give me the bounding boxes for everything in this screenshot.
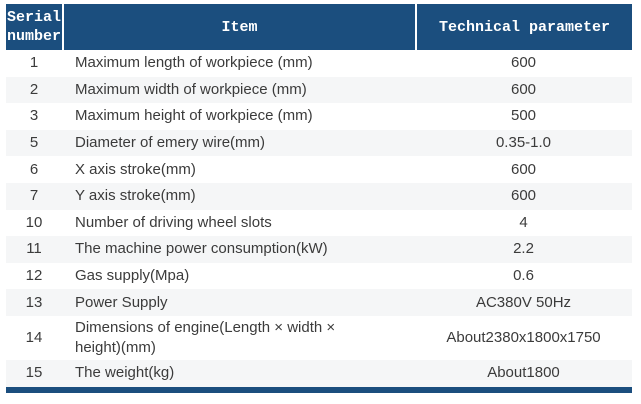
serial-cell: 5 — [29, 134, 39, 152]
table-row: 3 Maximum height of workpiece (mm) 500 — [6, 103, 632, 130]
param-cell: 600 — [510, 54, 537, 72]
item-cell: Maximum width of workpiece (mm) — [75, 80, 307, 98]
item-cell: Dimensions of engine(Length × width × he… — [75, 318, 336, 356]
param-cell: About2380x1800x1750 — [446, 328, 601, 346]
table-row: 12 Gas supply(Mpa) 0.6 — [6, 262, 632, 290]
table-row: 13 Power Supply AC380V 50Hz — [6, 289, 632, 316]
param-cell: 600 — [510, 160, 537, 178]
param-cell: 4 — [519, 213, 528, 231]
serial-cell: 12 — [25, 267, 43, 285]
table-row: 2 Maximum width of workpiece (mm) 600 — [6, 76, 632, 104]
serial-cell: 1 — [29, 54, 39, 72]
table-row: 5 Diameter of emery wire(mm) 0.35-1.0 — [6, 129, 632, 157]
serial-cell: 15 — [25, 364, 43, 382]
param-cell: 0.35-1.0 — [495, 134, 552, 152]
item-cell: Y axis stroke(mm) — [75, 187, 196, 205]
header-item: Item — [62, 4, 415, 50]
item-cell: Gas supply(Mpa) — [75, 267, 190, 285]
header-technical-parameter: Technical parameter — [415, 4, 632, 50]
param-cell: 500 — [510, 107, 537, 125]
serial-cell: 6 — [29, 160, 39, 178]
param-cell: 0.6 — [513, 267, 534, 285]
serial-cell: 3 — [29, 107, 39, 125]
table-body: 1 Maximum length of workpiece (mm) 600 2… — [6, 50, 632, 387]
item-cell: Number of driving wheel slots — [75, 213, 272, 231]
table-row: 1 Maximum length of workpiece (mm) 600 — [6, 50, 632, 77]
table-header-row: Serial number Item Technical parameter — [6, 4, 632, 50]
param-cell: 600 — [510, 187, 537, 205]
table-row: 10 Number of driving wheel slots 4 — [6, 209, 632, 237]
table-row: 7 Y axis stroke(mm) 600 — [6, 182, 632, 210]
header-serial-number: Serial number — [7, 9, 62, 45]
param-cell: 600 — [510, 80, 537, 98]
serial-cell: 11 — [26, 240, 42, 258]
technical-parameters-table: Serial number Item Technical parameter 1… — [6, 4, 632, 393]
serial-cell: 10 — [25, 213, 43, 231]
param-cell: AC380V 50Hz — [475, 293, 572, 311]
item-cell: Maximum height of workpiece (mm) — [75, 107, 313, 125]
item-cell: Power Supply — [75, 293, 168, 311]
table-row: 14 Dimensions of engine(Length × width ×… — [6, 315, 632, 360]
table-row: 15 The weight(kg) About1800 — [6, 359, 632, 387]
item-cell: Maximum length of workpiece (mm) — [75, 54, 313, 72]
serial-cell: 2 — [29, 80, 39, 98]
table-row: 11 The machine power consumption(kW) 2.2 — [6, 236, 632, 263]
serial-cell: 14 — [25, 328, 43, 346]
item-cell: The machine power consumption(kW) — [75, 240, 328, 258]
param-cell: 2.2 — [513, 240, 534, 258]
item-cell: Diameter of emery wire(mm) — [75, 134, 266, 152]
param-cell: About1800 — [487, 364, 560, 382]
serial-cell: 7 — [29, 187, 39, 205]
serial-cell: 13 — [25, 293, 43, 311]
item-cell: X axis stroke(mm) — [75, 160, 196, 178]
table-row: 6 X axis stroke(mm) 600 — [6, 156, 632, 183]
item-cell: The weight(kg) — [75, 364, 175, 382]
